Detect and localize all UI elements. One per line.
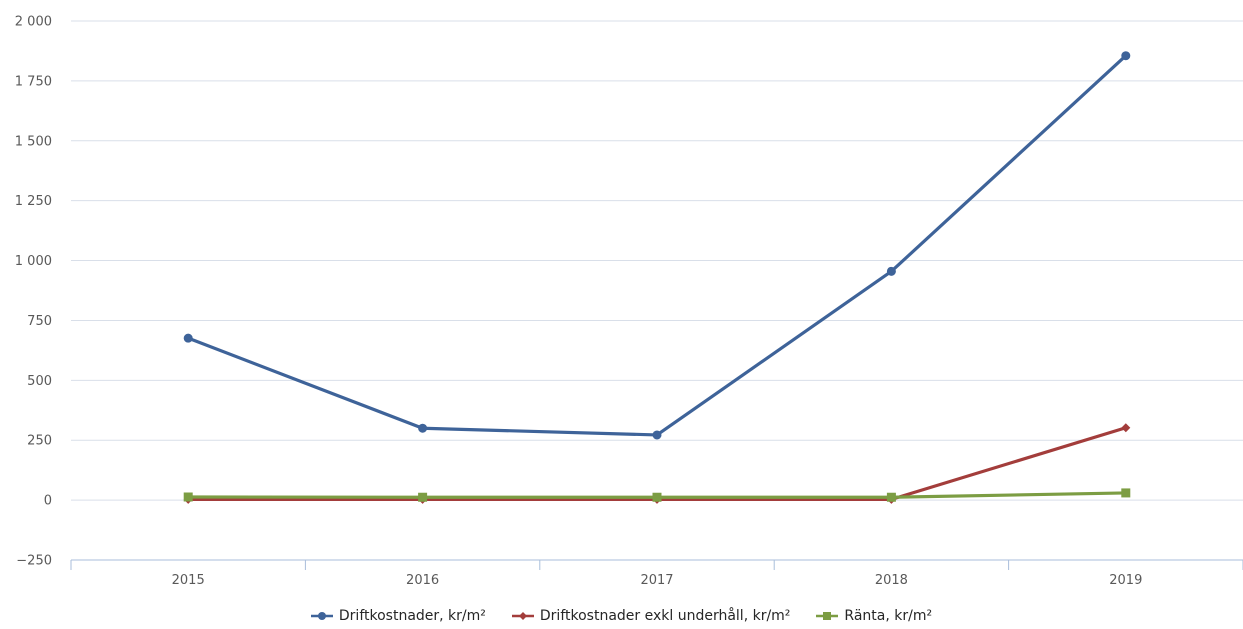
data-point[interactable]	[652, 430, 662, 440]
data-point[interactable]	[886, 266, 896, 276]
series-1	[183, 51, 1131, 440]
y-tick-label: 0	[44, 494, 52, 509]
y-tick-label: 2 000	[15, 15, 52, 30]
y-tick-label: 1 000	[15, 254, 52, 269]
x-tick-label: 2015	[172, 573, 205, 588]
y-tick-label: 1 500	[15, 134, 52, 149]
y-tick-label: 250	[27, 434, 52, 449]
legend-item-driftkostnader[interactable]: Driftkostnader, kr/m²	[310, 608, 486, 624]
data-point[interactable]	[886, 492, 896, 502]
data-point[interactable]	[652, 492, 662, 502]
y-tick-label: 500	[27, 374, 52, 389]
legend-label: Ränta, kr/m²	[844, 608, 933, 624]
x-tick-labels: 2015 2016 2017 2018 2019	[172, 573, 1143, 588]
series-line	[186, 54, 1128, 437]
y-tick-label: −250	[16, 554, 52, 569]
legend-swatch-diamond	[511, 612, 534, 620]
data-point[interactable]	[1121, 423, 1131, 433]
x-tick-label: 2016	[406, 573, 439, 588]
axes	[70, 559, 1243, 570]
series-3	[183, 488, 1131, 502]
legend-label: Driftkostnader exkl underhåll, kr/m²	[539, 608, 791, 624]
y-tick-labels: −250 0 250 500 750 1 000 1 250 1 500 1 750 2 000	[15, 15, 52, 569]
series	[183, 51, 1131, 504]
legend-swatch-square	[816, 612, 839, 620]
y-tick-label: 1 750	[15, 74, 52, 89]
data-point[interactable]	[418, 423, 428, 433]
legend-swatch-circle	[310, 612, 333, 620]
data-point[interactable]	[183, 333, 193, 343]
legend-item-ranta[interactable]: Ränta, kr/m²	[816, 608, 932, 624]
data-point[interactable]	[1121, 51, 1131, 61]
x-tick-label: 2019	[1109, 573, 1142, 588]
y-tick-label: 1 250	[15, 194, 52, 209]
gridlines	[71, 20, 1243, 501]
data-point[interactable]	[1121, 488, 1131, 498]
legend: Driftkostnader, kr/m² Driftkostnader exk…	[0, 606, 1243, 626]
data-point[interactable]	[183, 492, 193, 502]
x-tick-label: 2017	[640, 573, 673, 588]
legend-item-driftkostnader-exkl-underhall[interactable]: Driftkostnader exkl underhåll, kr/m²	[511, 608, 791, 624]
y-tick-label: 750	[27, 314, 52, 329]
x-tick-label: 2018	[875, 573, 908, 588]
data-point[interactable]	[418, 492, 428, 502]
legend-label: Driftkostnader, kr/m²	[338, 608, 486, 624]
